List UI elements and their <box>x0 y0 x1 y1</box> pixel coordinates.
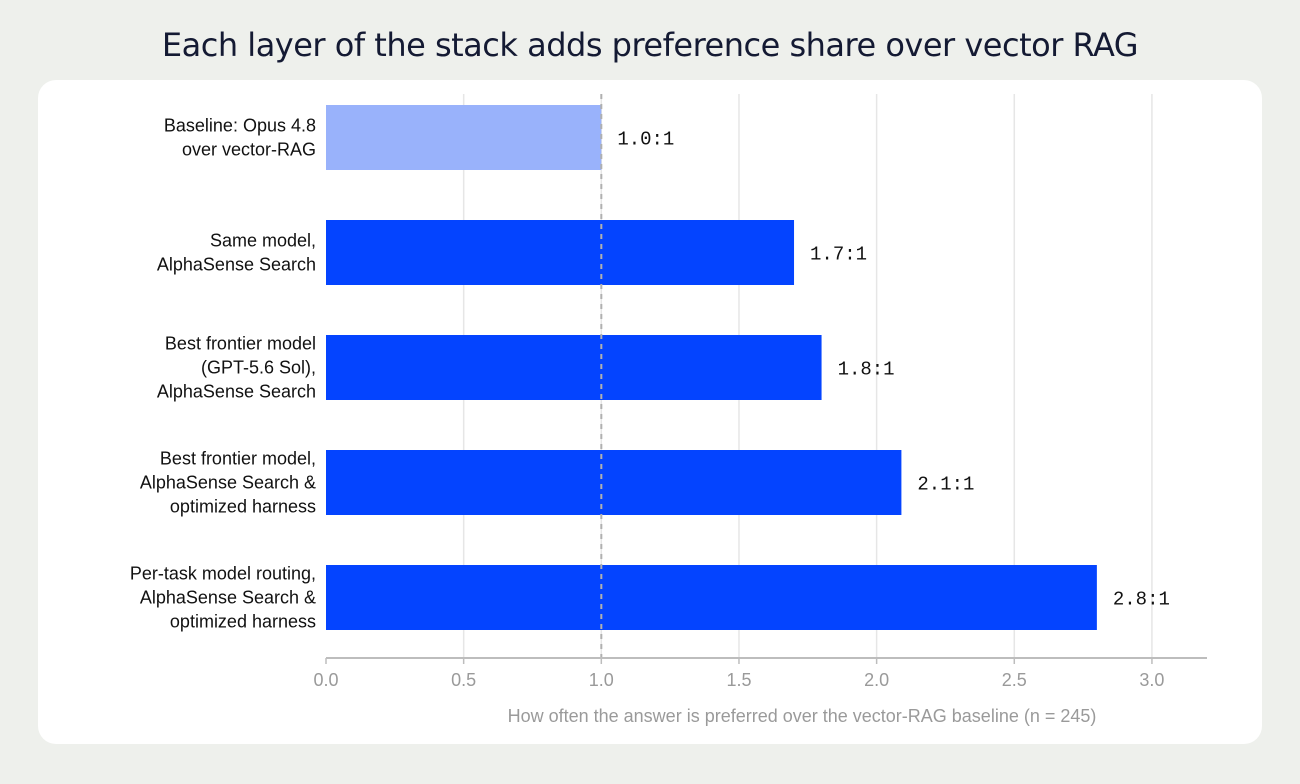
x-tick-label: 1.0 <box>589 670 614 690</box>
category-label: (GPT-5.6 Sol), <box>201 358 316 378</box>
value-label: 2.1:1 <box>917 474 974 496</box>
category-label: Baseline: Opus 4.8 <box>164 116 316 136</box>
x-axis-title: How often the answer is preferred over t… <box>508 706 1097 726</box>
x-tick-label: 3.0 <box>1139 670 1164 690</box>
bar <box>326 450 902 515</box>
chart-card: 1.0:1 Baseline: Opus 4.8 over vector-RAG 1.… <box>38 80 1262 744</box>
category-label: Per-task model routing, <box>130 564 316 584</box>
category-label: AlphaSense Search & <box>140 588 316 608</box>
x-tick-label: 1.5 <box>726 670 751 690</box>
chart-title: Each layer of the stack adds preference … <box>161 26 1139 64</box>
category-label: AlphaSense Search & <box>140 473 316 493</box>
x-tick-label: 2.0 <box>864 670 889 690</box>
bar-chart: 1.0:1 Baseline: Opus 4.8 over vector-RAG 1.… <box>130 94 1207 726</box>
category-label: over vector-RAG <box>182 140 316 160</box>
bar <box>326 220 795 285</box>
value-label: 2.8:1 <box>1113 589 1170 611</box>
category-label: AlphaSense Search <box>157 382 316 402</box>
x-tick-label: 0.0 <box>313 670 338 690</box>
category-label: optimized harness <box>170 612 316 632</box>
category-label: Best frontier model <box>165 334 316 354</box>
value-label: 1.7:1 <box>810 244 867 266</box>
x-tick-label: 0.5 <box>451 670 476 690</box>
category-label: Best frontier model, <box>160 449 316 469</box>
value-label: 1.0:1 <box>617 129 674 151</box>
x-tick-label: 2.5 <box>1002 670 1027 690</box>
category-label: Same model, <box>210 231 316 251</box>
category-label: optimized harness <box>170 497 316 517</box>
value-label: 1.8:1 <box>838 359 895 381</box>
bar <box>326 565 1097 630</box>
bar <box>326 335 822 400</box>
category-label: AlphaSense Search <box>157 255 316 275</box>
bar <box>326 105 602 170</box>
